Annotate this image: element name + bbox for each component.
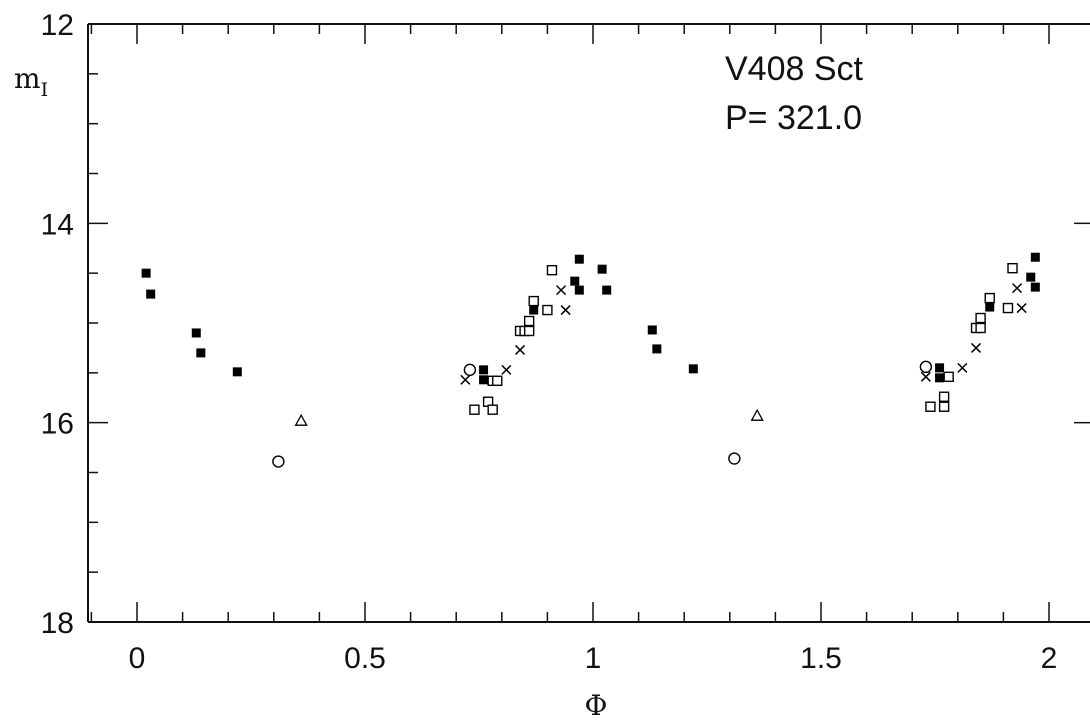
cross-point [920, 371, 931, 382]
open-circle-point [272, 455, 285, 468]
filled-square-point [597, 264, 607, 274]
x-tick-label: 0.5 [344, 642, 386, 675]
open-square-point [943, 371, 954, 383]
open-circle-point [728, 452, 741, 465]
filled-square-point [574, 254, 584, 264]
period-annotation: P= 321.0 [725, 99, 862, 137]
open-circle-point [463, 363, 477, 377]
y-axis-label-main: m [14, 62, 41, 95]
open-square-point [528, 295, 539, 307]
y-tick-label: 18 [41, 607, 74, 640]
open-square-point [487, 404, 498, 415]
open-square-point [938, 401, 950, 412]
open-square-point [984, 292, 995, 304]
x-axis-label: Φ [585, 689, 608, 722]
open-square-point [542, 304, 553, 316]
filled-square-point [688, 364, 698, 374]
y-axis-label-subscript: I [41, 79, 49, 101]
open-square-point [975, 312, 986, 324]
filled-square-point [1030, 282, 1040, 292]
filled-square-point [935, 373, 945, 383]
filled-square-point [647, 325, 657, 335]
filled-square-point [570, 276, 580, 286]
y-axis-label: mI [14, 62, 48, 101]
x-tick-label: 2 [1041, 642, 1058, 675]
open-square-point [469, 404, 480, 415]
cross-point [971, 342, 982, 353]
open-square-point [938, 391, 950, 402]
cross-point [501, 364, 512, 375]
filled-square-point [191, 328, 201, 338]
y-tick-label: 16 [41, 408, 74, 441]
open-square-point [925, 401, 936, 412]
y-tick-label: 14 [41, 208, 74, 241]
filled-square-point [574, 285, 584, 295]
axis-ticks [88, 23, 1090, 623]
filled-square-point [529, 305, 539, 315]
open-square-point [1007, 262, 1018, 274]
open-square-point [492, 375, 503, 387]
x-tick-label: 0 [129, 642, 146, 675]
open-square-point [523, 315, 535, 327]
filled-square-point [985, 302, 995, 312]
filled-square-point [479, 375, 489, 385]
cross-point [1016, 303, 1027, 314]
cross-point [515, 344, 526, 355]
open-circle-point [919, 360, 933, 374]
filled-square-point [652, 344, 662, 354]
cross-point [957, 362, 968, 373]
filled-square-point [146, 289, 156, 299]
tick-labels: 0 0.5 1 1.5 2 12 14 16 18 [41, 9, 1058, 675]
open-square-point [546, 264, 558, 276]
filled-square-point [602, 285, 612, 295]
cross-point [556, 285, 567, 296]
data-points [141, 252, 1040, 468]
open-triangle-point [750, 408, 764, 421]
filled-square-point [935, 363, 945, 373]
open-square-point [975, 322, 986, 334]
x-tick-label: 1 [585, 642, 602, 675]
filled-square-point [196, 348, 206, 358]
filled-square-point [141, 268, 151, 278]
cross-point [560, 305, 571, 316]
filled-square-point [232, 367, 242, 377]
star-name-annotation: V408 Sct [725, 50, 864, 88]
filled-square-point [1030, 252, 1040, 262]
cross-point [1012, 283, 1023, 294]
open-square-point [523, 325, 535, 337]
filled-square-point [479, 365, 489, 375]
open-triangle-point [294, 413, 308, 426]
cross-point [460, 374, 471, 385]
filled-square-point [1026, 272, 1036, 282]
plot-frame [87, 23, 1090, 623]
y-tick-label: 12 [41, 9, 74, 42]
open-square-point [1002, 302, 1014, 314]
x-tick-label: 1.5 [800, 642, 842, 675]
